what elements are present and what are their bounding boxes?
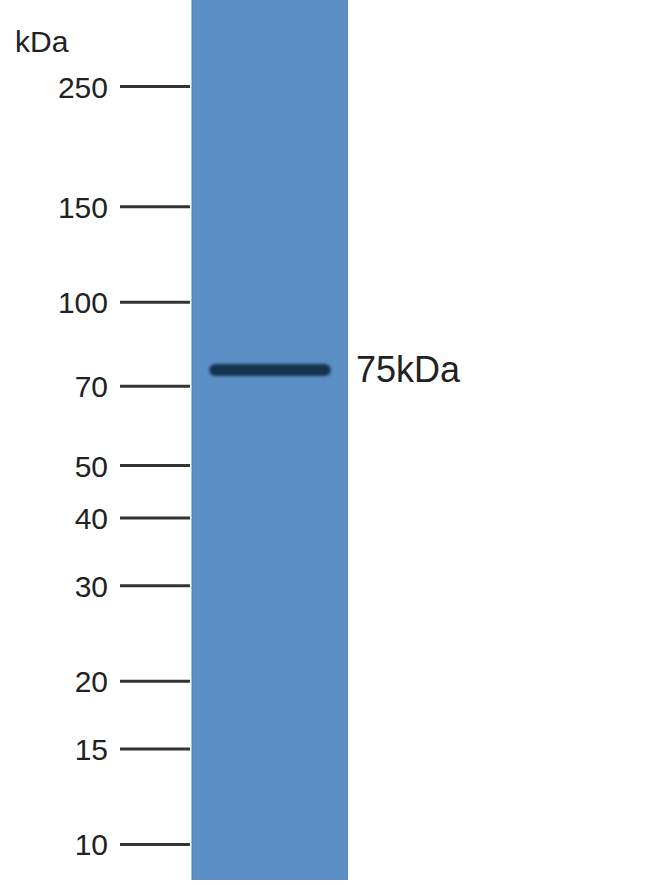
axis-label: kDa (15, 25, 69, 58)
lane (192, 0, 348, 880)
tick-label: 30 (75, 570, 108, 603)
tick-label: 40 (75, 502, 108, 535)
tick-label: 250 (58, 71, 108, 104)
tick-mark (120, 517, 190, 520)
tick-mark (120, 85, 190, 88)
tick-mark (120, 385, 190, 388)
tick-label: 15 (75, 733, 108, 766)
tick-label: 50 (75, 450, 108, 483)
tick-label: 10 (75, 828, 108, 861)
tick-mark (120, 680, 190, 683)
tick-mark (120, 748, 190, 751)
tick-label: 100 (58, 286, 108, 319)
tick-label: 20 (75, 665, 108, 698)
axis-line (192, 0, 193, 880)
chart: kDa 10 15 20 30 40 50 70 100 150 250 75kDa (0, 0, 650, 885)
tick-mark (120, 584, 190, 587)
data-label: 75kDa (356, 349, 461, 390)
tick-label: 150 (58, 191, 108, 224)
tick-mark (120, 464, 190, 467)
tick-mark (120, 301, 190, 304)
bands (209, 364, 331, 376)
band (209, 364, 331, 376)
tick-label: 70 (75, 370, 108, 403)
tick-mark (120, 843, 190, 846)
tick-mark (120, 205, 190, 208)
